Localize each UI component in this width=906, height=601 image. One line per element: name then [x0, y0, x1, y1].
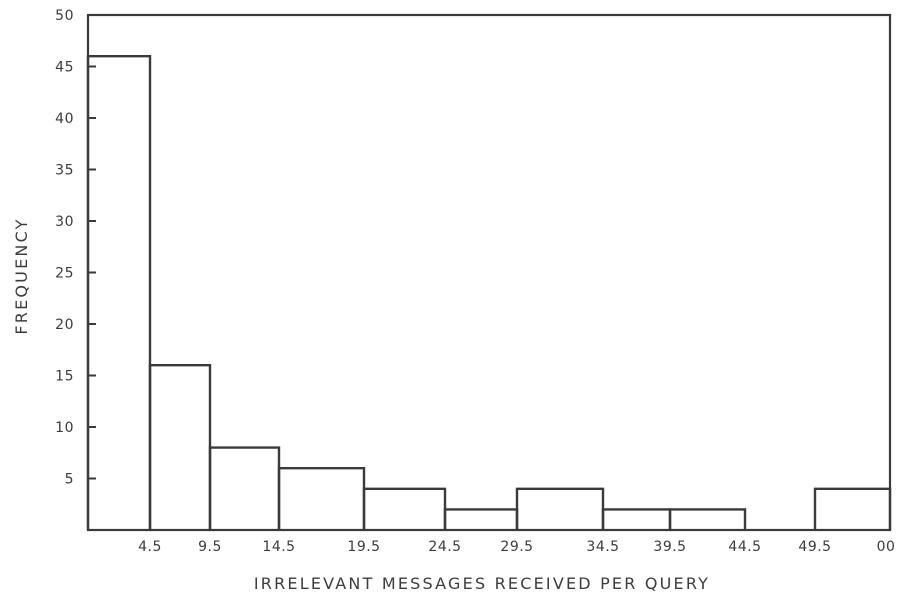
histogram-bar — [668, 508, 747, 530]
histogram-bar — [601, 508, 672, 530]
x-tick-label: 44.5 — [728, 539, 761, 555]
x-tick-label: 19.5 — [347, 539, 380, 555]
x-tick-label: 24.5 — [428, 539, 461, 555]
x-tick-label: 00 — [877, 539, 896, 555]
histogram-bar — [515, 487, 605, 530]
y-tick-label: 15 — [55, 369, 74, 385]
plot-frame — [86, 13, 892, 532]
y-tick-label: 5 — [65, 472, 74, 488]
y-tick-label: 30 — [55, 214, 74, 230]
histogram-bar — [813, 487, 892, 530]
y-tick-label: 10 — [55, 420, 74, 436]
histogram-bar — [148, 364, 212, 530]
x-tick-label: 14.5 — [262, 539, 295, 555]
x-axis-ticks: 4.5 9.5 14.5 19.5 24.5 29.5 34.5 39.5 44.5 49.5 00 — [138, 525, 895, 555]
y-axis-label: FREQUENCY — [12, 217, 31, 334]
y-tick-label: 25 — [55, 266, 74, 282]
x-tick-label: 9.5 — [198, 539, 222, 555]
histogram-bar — [362, 487, 447, 530]
histogram-bar — [277, 467, 366, 530]
x-tick-label: 39.5 — [653, 539, 686, 555]
histogram-bar — [208, 446, 281, 530]
y-tick-label: 50 — [55, 8, 74, 24]
y-tick-label: 45 — [55, 60, 74, 76]
y-tick-label: 35 — [55, 163, 74, 179]
histogram-bar — [443, 508, 519, 530]
x-tick-label: 29.5 — [500, 539, 533, 555]
y-axis-ticks: 5 10 15 20 25 30 35 40 45 50 — [55, 8, 96, 488]
x-axis-label: IRRELEVANT MESSAGES RECEIVED PER QUERY — [254, 574, 710, 593]
x-tick-label: 4.5 — [138, 539, 162, 555]
x-tick-label: 49.5 — [798, 539, 831, 555]
histogram-bar — [86, 55, 152, 530]
y-tick-label: 20 — [55, 317, 74, 333]
x-tick-label: 34.5 — [586, 539, 619, 555]
y-tick-label: 40 — [55, 111, 74, 127]
histogram-bars — [86, 55, 892, 530]
